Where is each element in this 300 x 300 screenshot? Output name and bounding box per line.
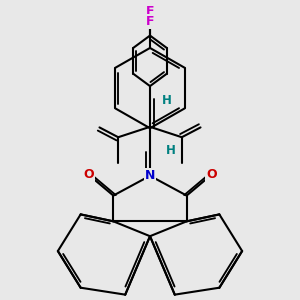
Text: O: O — [83, 168, 94, 181]
Text: F: F — [146, 5, 154, 18]
Text: O: O — [206, 168, 217, 181]
Text: F: F — [146, 15, 154, 28]
Text: H: H — [166, 144, 176, 157]
Text: F: F — [146, 15, 154, 28]
Text: N: N — [145, 169, 155, 182]
Text: O: O — [83, 168, 94, 181]
Text: H: H — [161, 94, 171, 107]
Text: O: O — [206, 168, 217, 181]
Text: H: H — [166, 144, 176, 157]
Text: N: N — [145, 169, 155, 182]
